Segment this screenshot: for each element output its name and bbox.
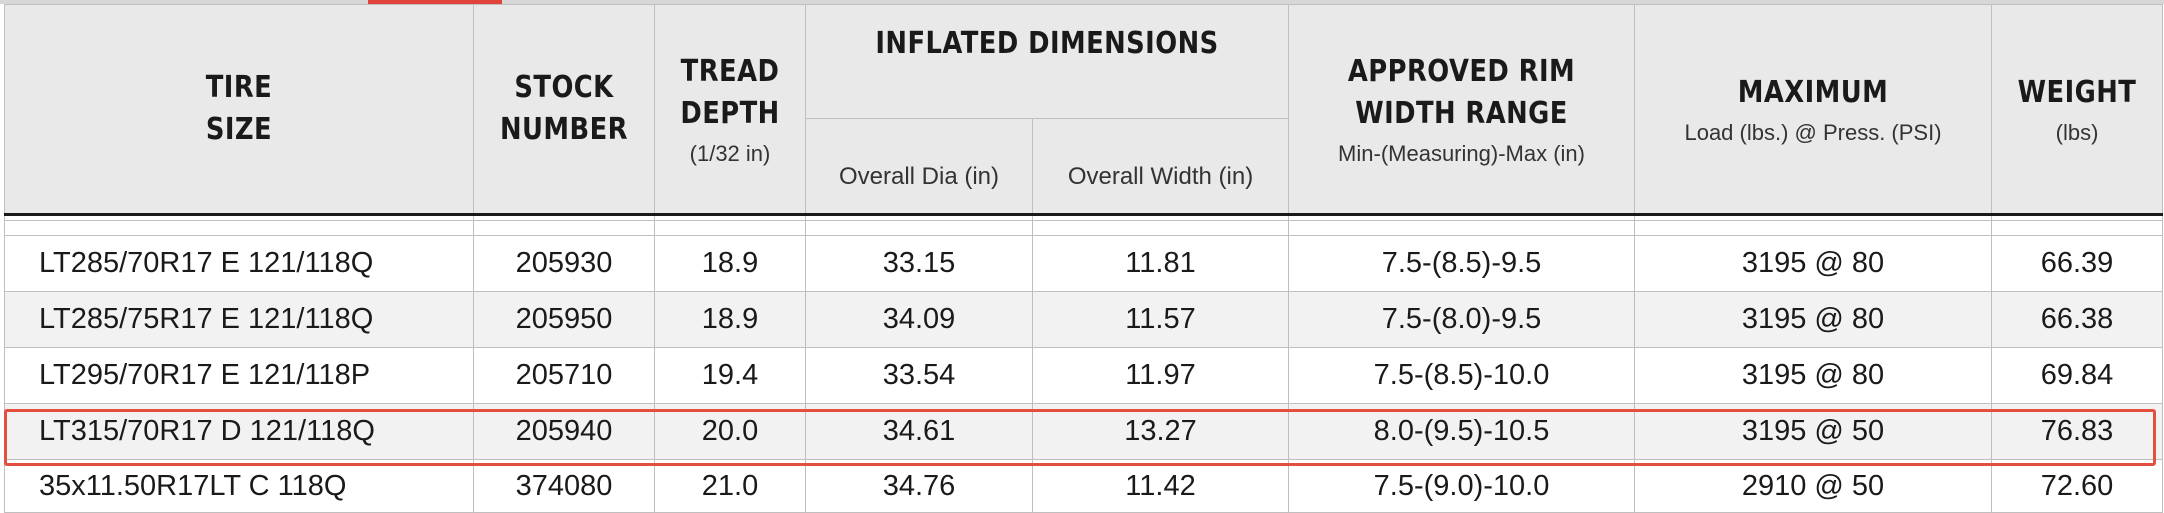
cell-maximum: 2910 @ 50 — [1634, 459, 1993, 513]
cell-weight: 76.83 — [1991, 403, 2164, 460]
cell-tread-depth: 18.9 — [654, 291, 806, 348]
header-rim-line1: APPROVED RIM — [1347, 54, 1576, 90]
header-approved-rim: APPROVED RIM WIDTH RANGE Min-(Measuring)… — [1288, 4, 1636, 215]
cell-overall-width: 11.81 — [1031, 235, 1290, 292]
header-tread-line2: DEPTH — [680, 96, 780, 132]
header-rim-sub: Min-(Measuring)-Max (in) — [1338, 141, 1585, 167]
cell-maximum: 3195 @ 80 — [1634, 235, 1993, 292]
cell-rim-range: 7.5-(9.0)-10.0 — [1288, 459, 1636, 513]
cell-stock-number: 205950 — [473, 291, 655, 348]
header-weight-unit: (lbs) — [2055, 120, 2099, 146]
cell-tire-size: 35x11.50R17LT C 118Q — [4, 459, 474, 513]
tire-spec-table: TIRE SIZE STOCK NUMBER TREAD DEPTH (1/32… — [4, 4, 2164, 513]
cell-maximum: 3195 @ 80 — [1634, 347, 1993, 404]
cell-tread-depth: 18.9 — [654, 235, 806, 292]
cell-overall-width: 13.27 — [1031, 403, 1290, 460]
header-tire-size: TIRE SIZE — [4, 4, 474, 215]
header-tire-size-line1: TIRE — [205, 70, 273, 105]
header-stock-number: STOCK NUMBER — [473, 4, 655, 215]
table-row: LT315/70R17 D 121/118Q 205940 20.0 34.61… — [4, 403, 2164, 460]
cell-overall-dia: 34.09 — [805, 291, 1033, 348]
cell-rim-range: 8.0-(9.5)-10.5 — [1288, 403, 1636, 460]
header-tread-unit: (1/32 in) — [689, 141, 771, 167]
cell-tread-depth: 19.4 — [654, 347, 806, 404]
cell-maximum: 3195 @ 50 — [1634, 403, 1993, 460]
table-row-highlighted: 35x11.50R17LT C 118Q 374080 21.0 34.76 1… — [4, 459, 2164, 513]
cell-rim-range: 7.5-(8.0)-9.5 — [1288, 291, 1636, 348]
header-maximum-sub: Load (lbs.) @ Press. (PSI) — [1684, 120, 1942, 146]
header-maximum-label: MAXIMUM — [1737, 75, 1889, 111]
cell-stock-number: 374080 — [473, 459, 655, 513]
active-tab-indicator — [368, 0, 502, 4]
cell-stock-number: 205710 — [473, 347, 655, 404]
cell-maximum: 3195 @ 80 — [1634, 291, 1993, 348]
header-inflated-label: INFLATED DIMENSIONS — [875, 26, 1219, 61]
cell-overall-width: 11.57 — [1031, 291, 1290, 348]
header-stock-line1: STOCK — [514, 70, 614, 105]
cell-overall-dia: 33.15 — [805, 235, 1033, 292]
table-row: LT285/70R17 E 121/118Q 205930 18.9 33.15… — [4, 235, 2164, 292]
cell-rim-range: 7.5-(8.5)-10.0 — [1288, 347, 1636, 404]
top-border — [0, 0, 2164, 4]
cell-weight: 72.60 — [1991, 459, 2164, 513]
cell-stock-number: 205940 — [473, 403, 655, 460]
cell-tire-size: LT295/70R17 E 121/118P — [4, 347, 474, 404]
header-tire-size-line2: SIZE — [205, 112, 273, 147]
cell-weight: 66.39 — [1991, 235, 2164, 292]
cell-tire-size: LT285/70R17 E 121/118Q — [4, 235, 474, 292]
cell-stock-number: 205930 — [473, 235, 655, 292]
cell-tread-depth: 20.0 — [654, 403, 806, 460]
cell-weight: 66.38 — [1991, 291, 2164, 348]
cell-overall-dia: 34.76 — [805, 459, 1033, 513]
header-inflated-dimensions: INFLATED DIMENSIONS — [804, 4, 1290, 119]
cell-tire-size: LT285/75R17 E 121/118Q — [4, 291, 474, 348]
cell-tread-depth: 21.0 — [654, 459, 806, 513]
header-overall-width: Overall Width (in) — [1031, 118, 1290, 215]
header-tread-depth: TREAD DEPTH (1/32 in) — [654, 4, 806, 215]
header-tread-line1: TREAD — [680, 54, 780, 90]
header-rim-line2: WIDTH RANGE — [1355, 96, 1568, 132]
cell-rim-range: 7.5-(8.5)-9.5 — [1288, 235, 1636, 292]
header-weight: WEIGHT (lbs) — [1991, 4, 2164, 215]
cell-overall-dia: 33.54 — [805, 347, 1033, 404]
table-row: LT285/75R17 E 121/118Q 205950 18.9 34.09… — [4, 291, 2164, 348]
header-stock-line2: NUMBER — [500, 112, 628, 147]
cell-overall-dia: 34.61 — [805, 403, 1033, 460]
cell-tire-size: LT315/70R17 D 121/118Q — [4, 403, 474, 460]
table-row: LT295/70R17 E 121/118P 205710 19.4 33.54… — [4, 347, 2164, 404]
header-overall-dia: Overall Dia (in) — [805, 118, 1033, 215]
header-maximum: MAXIMUM Load (lbs.) @ Press. (PSI) — [1634, 4, 1993, 215]
partial-row-clipped — [4, 220, 2164, 236]
cell-overall-width: 11.42 — [1031, 459, 1290, 513]
cell-overall-width: 11.97 — [1031, 347, 1290, 404]
cell-weight: 69.84 — [1991, 347, 2164, 404]
header-weight-label: WEIGHT — [2017, 75, 2137, 111]
